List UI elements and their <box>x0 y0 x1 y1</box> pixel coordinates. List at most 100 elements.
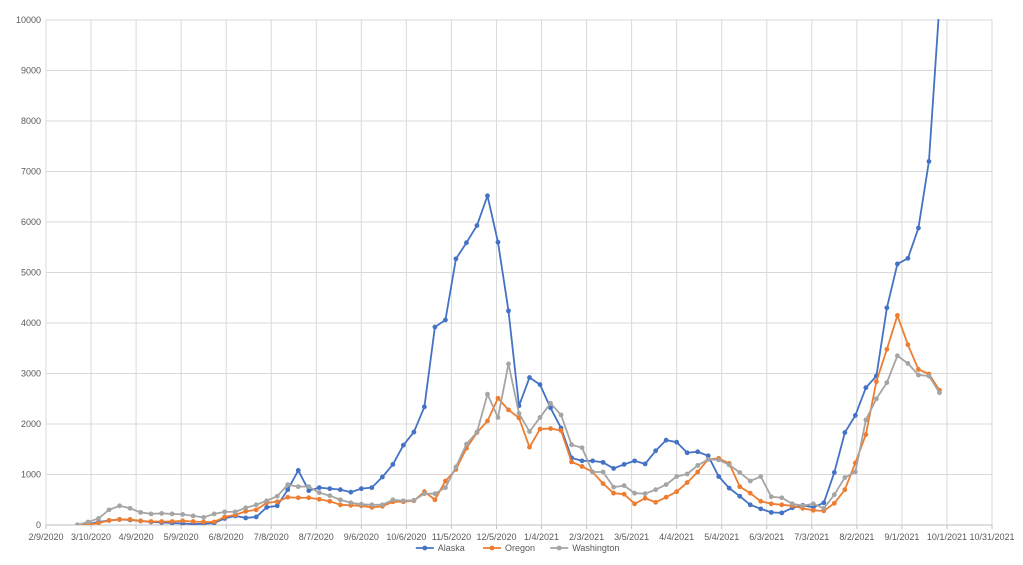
data-point-alaska <box>327 486 333 492</box>
legend-label: Alaska <box>438 543 465 553</box>
y-tick-label: 3000 <box>21 369 41 379</box>
y-tick-label: 7000 <box>21 167 41 177</box>
legend-item-alaska: Alaska <box>415 543 465 553</box>
data-point-oregon <box>295 495 301 501</box>
data-point-alaska <box>422 404 427 410</box>
series-line-oregon <box>77 314 941 525</box>
data-point-alaska <box>474 223 480 228</box>
data-point-oregon <box>905 342 911 348</box>
x-tick-label: 6/3/2021 <box>749 532 784 542</box>
x-tick-label: 12/5/2020 <box>476 532 516 542</box>
data-point-alaska <box>411 429 417 435</box>
data-point-alaska <box>453 256 459 262</box>
data-point-alaska <box>842 430 848 435</box>
data-point-alaska <box>642 461 648 467</box>
data-point-washington <box>600 469 606 475</box>
data-point-oregon <box>653 499 659 505</box>
legend: Alaska Oregon Washington <box>415 543 619 553</box>
data-point-washington <box>653 487 659 493</box>
data-point-washington <box>516 410 522 416</box>
data-point-washington <box>873 396 879 402</box>
y-tick-label: 4000 <box>21 318 41 328</box>
data-point-alaska <box>695 449 701 455</box>
data-point-washington <box>453 464 459 470</box>
data-point-alaska <box>337 487 343 493</box>
data-point-washington <box>852 469 858 475</box>
data-point-washington <box>663 482 669 487</box>
data-point-washington <box>579 445 585 451</box>
data-point-oregon <box>211 519 217 525</box>
data-point-oregon <box>180 518 186 524</box>
data-point-washington <box>916 372 921 378</box>
y-tick-label: 9000 <box>21 66 41 76</box>
data-point-alaska <box>443 317 448 323</box>
data-point-alaska <box>611 466 616 471</box>
x-tick-label: 10/1/2021 <box>927 532 967 542</box>
data-point-oregon <box>621 491 627 497</box>
data-point-alaska <box>831 470 837 475</box>
data-point-oregon <box>506 407 511 413</box>
data-point-washington <box>905 361 911 366</box>
data-point-washington <box>85 519 91 525</box>
data-point-alaska <box>464 240 469 246</box>
legend-item-oregon: Oregon <box>483 543 535 553</box>
data-point-oregon <box>747 490 753 496</box>
x-tick-label: 8/7/2020 <box>299 532 334 542</box>
data-point-oregon <box>600 481 606 486</box>
data-point-washington <box>348 500 354 506</box>
data-point-washington <box>190 513 196 519</box>
data-point-oregon <box>579 464 585 469</box>
data-point-alaska <box>537 382 543 388</box>
data-point-oregon <box>863 432 869 438</box>
data-point-washington <box>379 502 385 508</box>
data-point-washington <box>243 505 249 511</box>
data-point-oregon <box>337 502 343 508</box>
data-point-alaska <box>821 500 827 506</box>
data-point-washington <box>590 469 595 475</box>
data-point-oregon <box>306 495 312 501</box>
data-point-alaska <box>600 459 606 465</box>
data-point-oregon <box>558 428 564 433</box>
data-point-oregon <box>495 395 501 401</box>
data-point-washington <box>632 490 638 496</box>
data-point-oregon <box>632 501 638 507</box>
data-point-oregon <box>316 496 322 502</box>
data-point-oregon <box>327 498 333 504</box>
x-tick-label: 11/5/2020 <box>432 532 471 542</box>
x-tick-label: 9/1/2021 <box>884 532 919 542</box>
data-point-alaska <box>295 468 301 473</box>
data-point-alaska <box>253 514 259 520</box>
data-point-oregon <box>768 501 774 507</box>
legend-item-washington: Washington <box>550 543 619 553</box>
data-point-washington <box>884 380 890 385</box>
legend-label: Washington <box>572 543 619 553</box>
data-point-washington <box>537 415 543 420</box>
data-point-washington <box>821 505 827 511</box>
data-point-washington <box>159 510 165 516</box>
legend-swatch-marker <box>556 545 562 551</box>
y-tick-label: 2000 <box>21 419 41 429</box>
x-tick-label: 5/4/2021 <box>704 532 739 542</box>
data-point-washington <box>253 502 259 508</box>
data-point-oregon <box>642 495 648 501</box>
data-point-alaska <box>663 437 669 443</box>
data-point-alaska <box>390 462 396 467</box>
x-tick-label: 4/9/2020 <box>119 532 154 542</box>
data-point-washington <box>327 493 333 499</box>
data-point-alaska <box>579 458 585 464</box>
data-point-washington <box>232 509 238 515</box>
data-point-washington <box>895 353 900 359</box>
data-point-oregon <box>432 497 438 503</box>
data-point-alaska <box>548 405 553 411</box>
data-point-alaska <box>884 305 890 311</box>
data-point-oregon <box>243 508 249 514</box>
data-point-washington <box>337 497 343 503</box>
data-point-alaska <box>779 510 785 516</box>
data-point-alaska <box>653 448 659 454</box>
data-point-alaska <box>495 239 501 245</box>
data-point-washington <box>432 491 438 497</box>
data-point-oregon <box>663 494 669 500</box>
data-point-oregon <box>916 367 921 372</box>
data-point-oregon <box>222 514 228 520</box>
